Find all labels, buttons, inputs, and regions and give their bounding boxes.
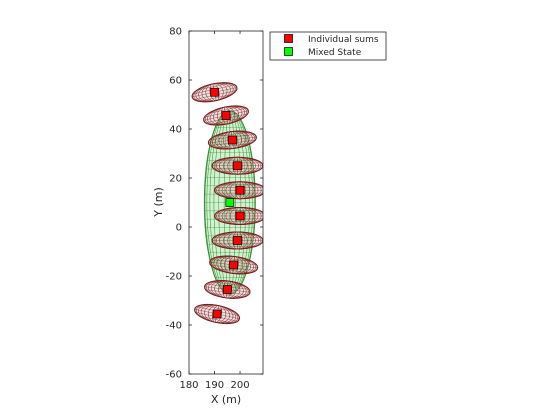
y-tick-label: 20 <box>169 174 182 185</box>
x-tick-label: 200 <box>230 380 249 391</box>
individual-sum-ellipse-parallel <box>199 315 233 324</box>
individual-sum-ellipse-parallel <box>196 82 231 91</box>
y-tick-label: -40 <box>166 321 182 332</box>
mixed-state-marker <box>225 198 235 207</box>
individual-sum-ellipse-parallel <box>213 131 250 137</box>
individual-sum-ellipse <box>214 206 263 225</box>
y-axis-label: Y (m) <box>152 187 165 218</box>
x-axis-label: X (m) <box>211 393 241 406</box>
individual-sum-ellipse-parallel <box>215 268 251 274</box>
individual-sum-ellipse-parallel <box>215 143 252 149</box>
individual-sum-marker <box>222 285 232 294</box>
individual-sum-marker <box>235 211 245 221</box>
individual-sum-marker <box>212 309 222 319</box>
legend-label-mixed-state: Mixed State <box>308 48 362 58</box>
x-tick-label: 180 <box>179 380 198 391</box>
marker-layer <box>210 87 245 319</box>
legend: Individual sums Mixed State <box>269 31 387 61</box>
individual-sum-ellipse <box>209 255 259 275</box>
y-tick-label: 80 <box>169 27 182 38</box>
axes-box <box>188 30 264 375</box>
individual-sum-marker <box>233 161 242 171</box>
legend-marker-mixed-state <box>284 47 293 56</box>
individual-sum-marker <box>235 185 245 195</box>
x-tick-label: 190 <box>205 380 224 391</box>
x-ticks: 180 190 200 <box>179 31 250 391</box>
individual-sum-ellipse-parallel <box>208 106 242 114</box>
y-tick-label: -60 <box>166 370 182 381</box>
individual-sum-marker <box>210 87 219 97</box>
y-tick-label: 0 <box>176 223 182 234</box>
individual-sum-ellipse-parallel <box>198 94 233 102</box>
y-ticks: -60 -40 -20 0 20 40 60 80 <box>166 27 263 381</box>
legend-label-individual-sums: Individual sums <box>308 35 379 45</box>
individual-sum-ellipse-parallel <box>201 304 236 313</box>
individual-sum-marker <box>221 111 231 120</box>
legend-marker-individual-sums <box>284 34 293 43</box>
individual-sum-marker <box>229 260 239 270</box>
y-tick-label: 60 <box>169 76 182 87</box>
individual-sum-ellipse-parallel <box>210 281 245 287</box>
individual-sum-marker <box>233 236 242 245</box>
individual-sum-ellipse-parallel <box>216 256 253 262</box>
individual-sum-ellipse-parallel <box>210 117 244 125</box>
y-tick-label: -20 <box>166 272 182 283</box>
y-tick-label: 40 <box>169 125 182 136</box>
individual-sum-marker <box>228 135 237 145</box>
individual-sum-ellipse-parallel <box>209 292 244 298</box>
